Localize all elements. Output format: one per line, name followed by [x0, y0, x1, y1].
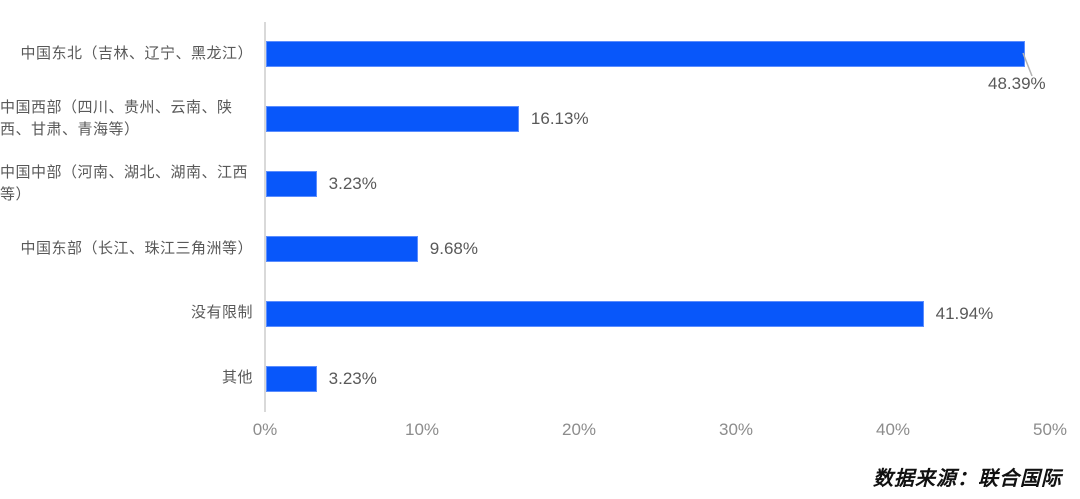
x-tick-label: 30%	[718, 420, 754, 439]
bar: 3.23%	[266, 365, 377, 392]
bar-track: 3.23%	[266, 346, 1050, 411]
bar: 41.94%	[266, 300, 993, 327]
chart-row: 其他 3.23%	[0, 346, 1050, 411]
bar: 48.39%	[266, 41, 1046, 93]
category-label-text: 中国西部（四川、贵州、云南、陕西、甘肃、青海等）	[0, 98, 233, 139]
category-label: 中国西部（四川、贵州、云南、陕西、甘肃、青海等）	[0, 87, 253, 152]
bar-track: 41.94%	[266, 281, 1050, 346]
bar-track: 48.39%	[266, 22, 1050, 93]
chart-row: 中国东部（长江、珠江三角洲等） 9.68%	[0, 216, 1050, 281]
bar-track: 3.23%	[266, 152, 1050, 217]
value-label: 41.94%	[935, 303, 994, 323]
chart-row: 中国东北（吉林、辽宁、黑龙江） 48.39%	[0, 22, 1050, 93]
category-label: 中国中部（河南、湖北、湖南、江西等）	[0, 152, 253, 217]
value-label: 48.39%	[987, 74, 1046, 94]
source-note: 数据来源：联合国际	[873, 468, 1062, 490]
x-tick-label: 0%	[252, 420, 278, 439]
bar: 3.23%	[266, 171, 377, 198]
chart-row: 中国西部（四川、贵州、云南、陕西、甘肃、青海等） 16.13%	[0, 87, 1050, 152]
category-label-text: 其他	[221, 369, 253, 387]
x-tick-label: 20%	[561, 420, 597, 439]
category-label-text: 中国中部（河南、湖北、湖南、江西等）	[0, 163, 249, 204]
bar: 9.68%	[266, 235, 478, 262]
x-tick-label: 10%	[404, 420, 440, 439]
chart-rows: 中国东北（吉林、辽宁、黑龙江） 48.39% 中国西部（四川、贵州、云南、陕西、甘肃…	[0, 22, 1050, 411]
category-label: 中国东北（吉林、辽宁、黑龙江）	[0, 22, 253, 87]
category-label-text: 中国东北（吉林、辽宁、黑龙江）	[20, 45, 253, 63]
y-axis-line	[264, 22, 266, 412]
value-label: 9.68%	[429, 238, 478, 258]
chart-row: 没有限制 41.94%	[0, 281, 1050, 346]
x-tick-label: 40%	[875, 420, 911, 439]
chart-row: 中国中部（河南、湖北、湖南、江西等） 3.23%	[0, 152, 1050, 217]
category-label: 中国东部（长江、珠江三角洲等）	[0, 216, 253, 281]
value-label: 3.23%	[328, 174, 377, 194]
x-axis-ticks: 0% 10% 20% 30% 40% 50%	[253, 420, 1067, 444]
value-label: 3.23%	[328, 368, 377, 388]
bar-track: 16.13%	[266, 87, 1050, 152]
category-label-text: 没有限制	[190, 304, 253, 322]
x-tick-label: 50%	[1032, 420, 1068, 439]
category-label: 没有限制	[0, 281, 253, 346]
category-label: 其他	[0, 346, 253, 411]
bar-track: 9.68%	[266, 216, 1050, 281]
value-label: 16.13%	[530, 109, 589, 129]
category-label-text: 中国东部（长江、珠江三角洲等）	[20, 239, 253, 257]
bar: 16.13%	[266, 106, 589, 133]
leader-line	[1022, 53, 1033, 77]
